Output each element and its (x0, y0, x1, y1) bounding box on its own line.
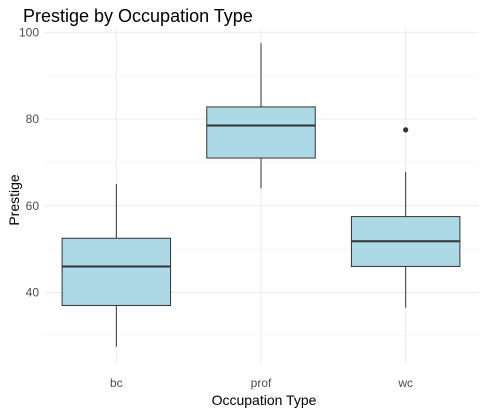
chart-title: Prestige by Occupation Type (23, 6, 253, 26)
x-tick-label: prof (251, 376, 272, 390)
box-group-wc (350, 127, 461, 308)
boxes-layer (61, 43, 461, 347)
y-tick-label: 40 (26, 285, 40, 299)
box-group-prof (206, 43, 316, 189)
outlier-point (403, 127, 409, 133)
y-tick-label: 100 (19, 25, 39, 39)
x-tick-label: bc (110, 376, 123, 390)
x-tick-label: wc (397, 376, 413, 390)
y-tick-label: 60 (26, 199, 40, 213)
box-body (61, 237, 172, 306)
box-group-bc (61, 184, 172, 347)
tick-labels-layer: 40 60 80 100 bc prof wc (19, 25, 413, 390)
y-tick-label: 80 (26, 112, 40, 126)
y-axis-title: Prestige (6, 174, 22, 226)
x-axis-title: Occupation Type (212, 392, 317, 408)
box-body (206, 106, 316, 159)
